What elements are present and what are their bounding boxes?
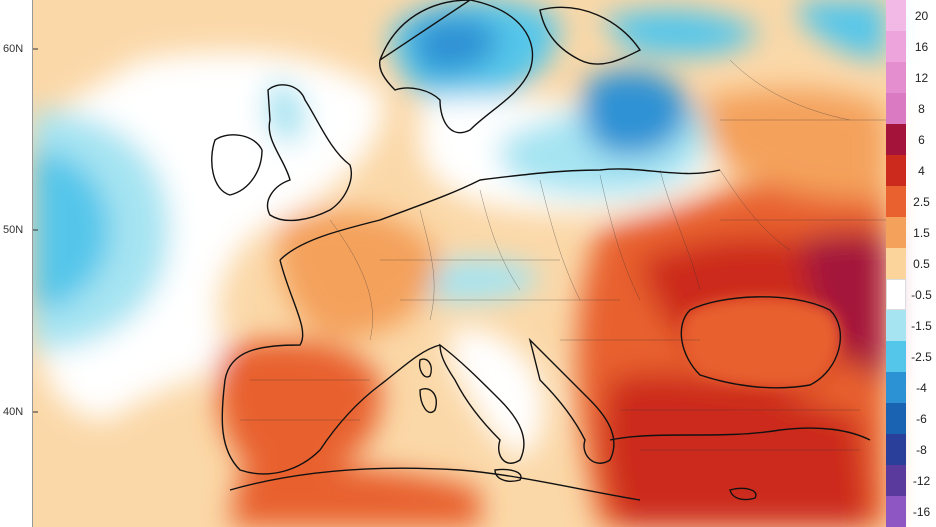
black-sea-coast — [680, 296, 842, 389]
scandinavia-coast — [378, 0, 534, 134]
legend-label: 12 — [914, 70, 929, 85]
caucasus-maroon-area — [800, 232, 886, 380]
border-line-6 — [659, 169, 701, 291]
legend-swatch — [886, 62, 906, 93]
legend-swatch — [886, 248, 906, 279]
legend-label: -2.5 — [911, 349, 932, 364]
admin-borders — [240, 59, 886, 451]
norway-dark-blue-area — [410, 16, 500, 74]
legend-swatch — [886, 465, 906, 496]
legend-swatch — [886, 0, 906, 31]
continental-west-coast — [221, 168, 721, 475]
legend-label: 1.5 — [913, 225, 930, 240]
legend-label: 20 — [914, 8, 929, 23]
legend-label: 16 — [914, 39, 929, 54]
legend-swatch — [886, 310, 906, 341]
sicily-coast — [494, 468, 522, 482]
baltic-blue-area — [581, 70, 690, 156]
north-africa-red-area — [230, 466, 480, 527]
legend-label: -1.5 — [911, 318, 932, 333]
coastlines — [211, 0, 871, 501]
legend-swatch — [886, 93, 906, 124]
legend-swatch — [886, 279, 906, 310]
legend-swatch — [886, 341, 906, 372]
sardinia-coast — [419, 388, 437, 414]
latitude-label-60n: 60N — [3, 43, 24, 55]
color-legend: 20 16 12 8 6 4 2.5 1.5 0.5 -0.5 -1.5 -2.5 -4 -6 -8 -12 -… — [886, 0, 936, 527]
legend-swatch — [886, 31, 906, 62]
latitude-ticks — [32, 48, 38, 413]
legend-swatch — [886, 372, 906, 403]
border-line-3 — [479, 189, 521, 291]
alps-light-blue-area — [420, 259, 540, 302]
italy-coast — [439, 343, 525, 464]
turkey-darkred-area — [603, 373, 870, 527]
legend-swatch — [886, 155, 906, 186]
legend-swatch — [886, 124, 906, 155]
great-britain-coast — [266, 84, 352, 222]
border-line-7 — [719, 169, 791, 251]
legend-swatch — [886, 217, 906, 248]
atlantic-blue-area — [32, 150, 111, 310]
legend-label: -6 — [916, 411, 927, 426]
legend-swatch — [886, 403, 906, 434]
legend-label: 6 — [918, 132, 925, 147]
finland-coast — [539, 6, 642, 65]
legend-label: 0.5 — [913, 256, 930, 271]
legend-label: 2.5 — [913, 194, 930, 209]
legend-swatch — [886, 186, 906, 217]
border-line-5 — [599, 174, 641, 301]
latitude-label-50n: 50N — [3, 224, 24, 236]
cyprus-coast — [729, 487, 757, 501]
border-line-4 — [539, 179, 581, 301]
latitude-label-40n: 40N — [3, 406, 24, 418]
legend-label: -4 — [916, 380, 927, 395]
legend-swatch — [886, 434, 906, 465]
legend-label: -8 — [916, 442, 927, 457]
border-line-2 — [419, 209, 435, 321]
ireland-coast — [211, 134, 263, 196]
russia-orange-area — [700, 89, 886, 200]
turkey-south-coast — [609, 427, 871, 441]
russia-blue-area — [800, 0, 886, 60]
left-axis-margin — [0, 0, 33, 527]
balkans-coast — [528, 337, 615, 464]
legend-label: 8 — [918, 101, 925, 116]
border-line-15 — [729, 59, 851, 121]
black-sea-area — [681, 296, 841, 388]
legend-label: 4 — [918, 163, 925, 178]
legend-label: -12 — [912, 473, 931, 488]
france-orange-area — [277, 210, 440, 340]
uk-light-blue-area — [265, 80, 306, 144]
iberia-red-area — [217, 340, 382, 480]
border-line-1 — [329, 219, 373, 341]
legend-label: -0.5 — [911, 287, 932, 302]
legend-swatch — [886, 496, 906, 527]
finland-blue-area — [600, 9, 760, 56]
north-africa-coast — [229, 467, 641, 501]
legend-label: -16 — [912, 504, 931, 519]
corsica-coast — [418, 358, 432, 378]
